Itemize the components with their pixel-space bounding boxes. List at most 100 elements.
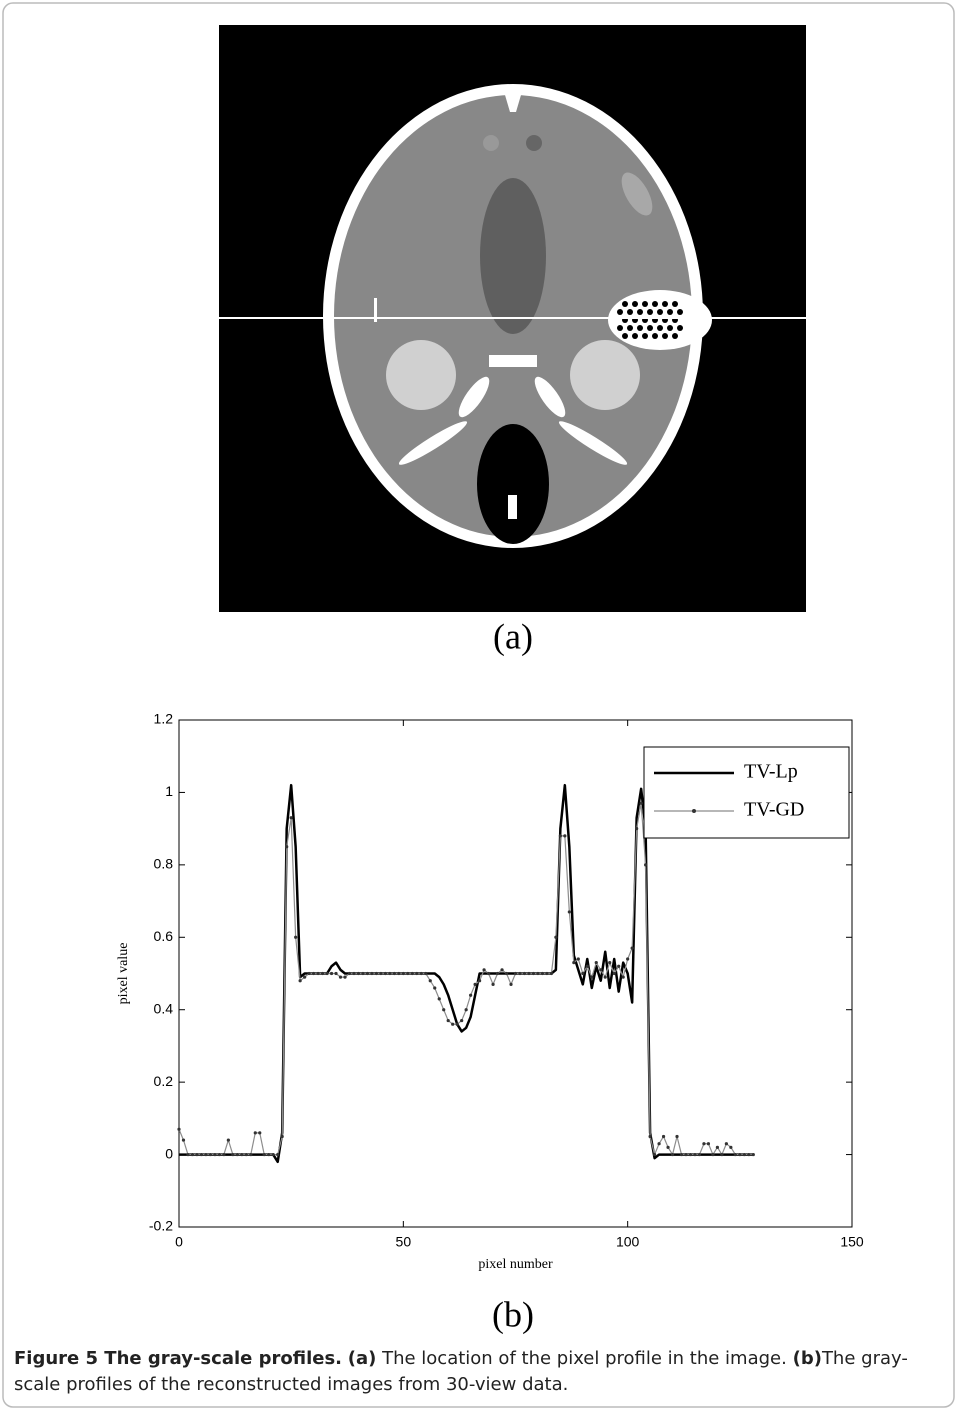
point [249, 1152, 253, 1157]
point [307, 971, 311, 976]
point [240, 1152, 244, 1157]
plot-area [178, 719, 853, 1228]
y-tick-label: 1.2 [154, 711, 174, 727]
point [374, 971, 379, 976]
point [235, 1152, 239, 1157]
point [500, 968, 504, 972]
point [635, 827, 639, 831]
point [271, 1152, 275, 1157]
point [693, 1152, 697, 1157]
point [455, 1022, 459, 1026]
point [513, 971, 518, 976]
point [652, 1152, 657, 1157]
point [177, 1127, 181, 1131]
point [742, 1152, 746, 1157]
point [478, 979, 482, 983]
point [733, 1152, 737, 1157]
point [258, 1131, 262, 1135]
point [608, 961, 612, 965]
point [343, 975, 347, 979]
point [720, 1152, 724, 1157]
point [549, 971, 553, 976]
point [199, 1152, 204, 1157]
point [486, 971, 491, 976]
point [334, 971, 338, 976]
point [670, 1152, 675, 1157]
point [204, 1152, 208, 1157]
point [437, 997, 441, 1001]
y-tick-label: 1 [165, 783, 173, 799]
point [276, 1152, 280, 1157]
point [540, 971, 545, 976]
point [406, 971, 410, 976]
x-tick-label: 0 [175, 1234, 183, 1250]
point [424, 971, 428, 976]
legend-box [643, 746, 850, 839]
point [312, 971, 316, 976]
point [285, 845, 289, 849]
point [181, 1138, 186, 1142]
point [356, 971, 361, 976]
point [464, 1008, 468, 1012]
point [460, 1018, 464, 1023]
point [688, 1152, 693, 1157]
point [621, 975, 625, 979]
point [213, 1152, 217, 1157]
point [639, 801, 643, 805]
point [563, 834, 567, 838]
point [751, 1152, 755, 1157]
legend-label: TV-GD [744, 799, 804, 821]
point [572, 961, 576, 965]
point [536, 971, 540, 976]
point [599, 968, 603, 972]
legend-marker [692, 809, 696, 813]
point [388, 971, 392, 976]
x-tick-label: 100 [616, 1234, 640, 1250]
point [491, 982, 495, 986]
caption-title: Figure 5 The gray-scale profiles. [14, 1348, 343, 1369]
point [469, 993, 473, 997]
point [576, 957, 580, 961]
point [666, 1145, 670, 1149]
point [697, 1152, 702, 1157]
point [446, 1018, 450, 1023]
point [379, 971, 383, 976]
point [267, 1152, 271, 1157]
x-axis-label: pixel number [478, 1257, 553, 1272]
point [298, 979, 302, 983]
x-tick-label: 150 [840, 1234, 864, 1250]
point [661, 1134, 666, 1139]
point [451, 1022, 455, 1026]
point [419, 971, 423, 976]
y-tick-label: 0.6 [154, 928, 174, 944]
y-tick-label: 0.4 [154, 1000, 174, 1016]
point [679, 1152, 684, 1157]
series-line [178, 802, 754, 1156]
point [244, 1152, 248, 1157]
point [401, 971, 405, 976]
point [415, 971, 419, 976]
point [644, 863, 648, 867]
point [648, 1134, 652, 1139]
point [522, 971, 527, 976]
point [392, 971, 396, 976]
point [581, 971, 585, 976]
point [711, 1152, 715, 1157]
point [303, 975, 307, 979]
x-tick-label: 50 [396, 1234, 412, 1250]
caption-tag: (b) [792, 1348, 822, 1369]
point [428, 979, 432, 983]
point [531, 971, 536, 976]
point [320, 971, 325, 976]
point [442, 1008, 446, 1012]
caption: Figure 5 The gray-scale profiles. (a) Th… [14, 1346, 939, 1398]
point [657, 1142, 661, 1146]
point [558, 834, 562, 838]
point [433, 986, 437, 990]
point [684, 1152, 688, 1157]
point [347, 971, 352, 976]
point [280, 1134, 284, 1139]
point [294, 935, 298, 939]
